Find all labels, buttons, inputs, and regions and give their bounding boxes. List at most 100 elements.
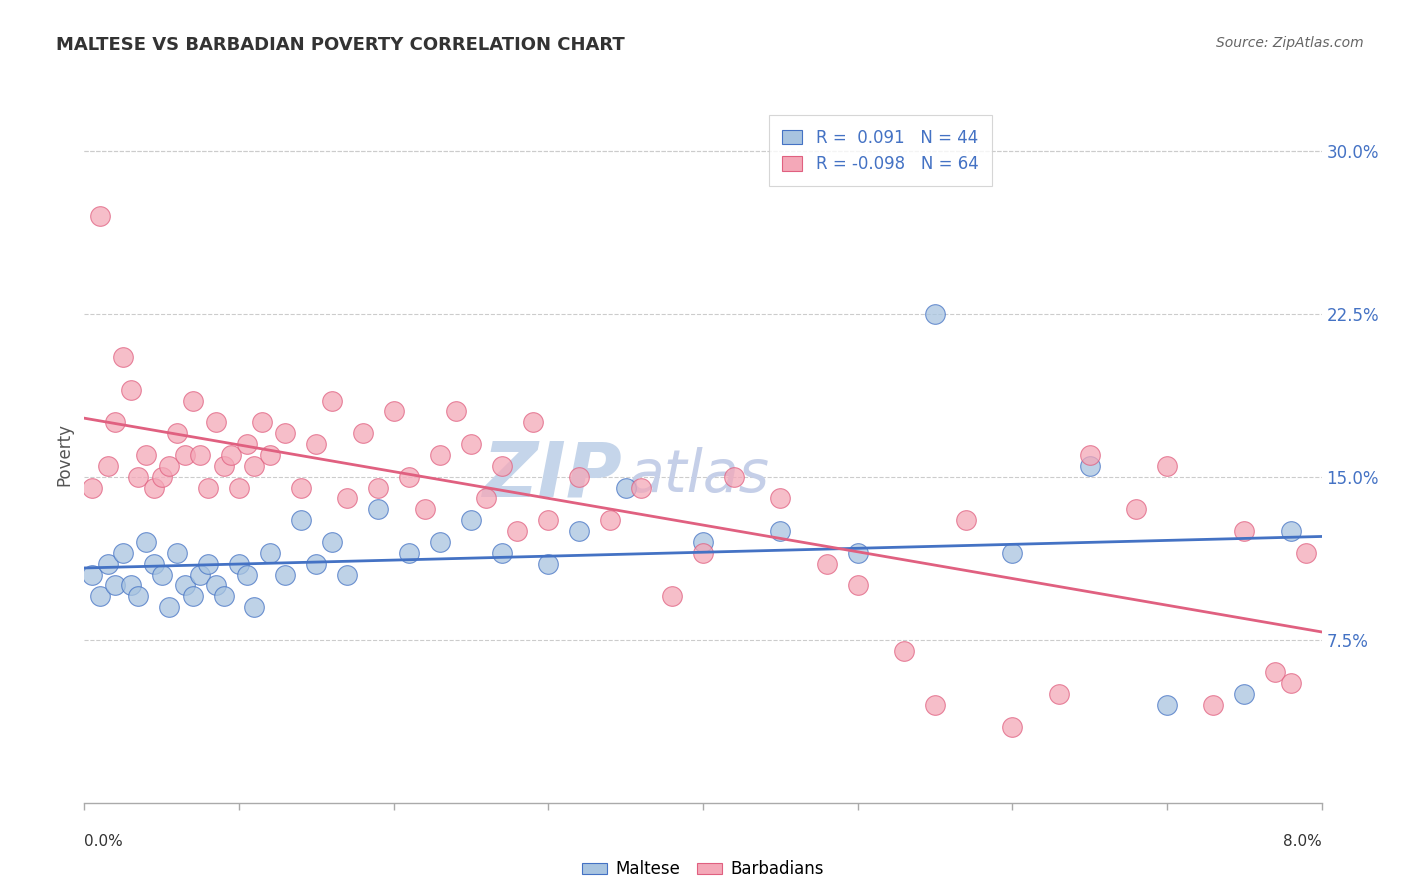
Point <box>82 481 104 495</box>
Point <box>537 513 560 527</box>
Text: Source: ZipAtlas.com: Source: ZipAtlas.com <box>1216 36 1364 50</box>
Point <box>429 448 451 462</box>
Point <box>259 546 281 560</box>
Point <box>188 567 212 582</box>
Point <box>614 481 637 495</box>
Point <box>491 458 513 473</box>
Point <box>143 481 166 495</box>
Point <box>166 546 188 560</box>
Point <box>398 546 420 560</box>
Point <box>112 546 135 560</box>
Point <box>205 578 228 592</box>
Point <box>429 535 451 549</box>
Point <box>1125 502 1147 516</box>
Point <box>305 557 328 571</box>
Point <box>235 437 259 451</box>
Point <box>506 524 529 538</box>
Text: ZIP: ZIP <box>482 439 623 513</box>
Point <box>1264 665 1286 680</box>
Point <box>228 481 250 495</box>
Point <box>1001 720 1024 734</box>
Point <box>82 567 104 582</box>
Point <box>460 437 482 451</box>
Point <box>1078 448 1101 462</box>
Point <box>181 589 204 603</box>
Point <box>1202 698 1225 712</box>
Point <box>89 589 111 603</box>
Point <box>274 567 297 582</box>
Point <box>815 557 838 571</box>
Point <box>475 491 498 506</box>
Text: MALTESE VS BARBADIAN POVERTY CORRELATION CHART: MALTESE VS BARBADIAN POVERTY CORRELATION… <box>56 36 626 54</box>
Point <box>444 404 467 418</box>
Point <box>336 491 359 506</box>
Point <box>398 469 420 483</box>
Point <box>96 557 118 571</box>
Point <box>197 481 219 495</box>
Point <box>336 567 359 582</box>
Point <box>321 535 343 549</box>
Point <box>1156 698 1178 712</box>
Point <box>290 513 312 527</box>
Point <box>104 578 127 592</box>
Point <box>321 393 343 408</box>
Point <box>104 415 127 429</box>
Point <box>413 502 436 516</box>
Point <box>219 448 242 462</box>
Point <box>197 557 219 571</box>
Point <box>1078 458 1101 473</box>
Point <box>243 458 266 473</box>
Point <box>537 557 560 571</box>
Point <box>367 502 389 516</box>
Point <box>159 458 180 473</box>
Point <box>491 546 513 560</box>
Point <box>150 567 173 582</box>
Point <box>1233 687 1256 701</box>
Point <box>352 426 374 441</box>
Point <box>630 481 652 495</box>
Text: 8.0%: 8.0% <box>1282 834 1322 849</box>
Point <box>1047 687 1070 701</box>
Point <box>568 524 591 538</box>
Point <box>228 557 250 571</box>
Point <box>692 535 714 549</box>
Point <box>174 578 197 592</box>
Point <box>243 600 266 615</box>
Point <box>305 437 328 451</box>
Point <box>599 513 621 527</box>
Point <box>924 698 946 712</box>
Point <box>1279 676 1302 690</box>
Point <box>259 448 281 462</box>
Point <box>290 481 312 495</box>
Point <box>127 469 149 483</box>
Point <box>893 643 915 657</box>
Point <box>924 307 946 321</box>
Point <box>274 426 297 441</box>
Text: 0.0%: 0.0% <box>84 834 124 849</box>
Point <box>150 469 173 483</box>
Point <box>120 383 142 397</box>
Point <box>250 415 273 429</box>
Point <box>661 589 683 603</box>
Point <box>205 415 228 429</box>
Point <box>367 481 389 495</box>
Y-axis label: Poverty: Poverty <box>55 424 73 486</box>
Point <box>382 404 405 418</box>
Point <box>769 524 792 538</box>
Point <box>846 578 869 592</box>
Point <box>89 209 111 223</box>
Point <box>1279 524 1302 538</box>
Point <box>692 546 714 560</box>
Point <box>181 393 204 408</box>
Point <box>127 589 149 603</box>
Point <box>1233 524 1256 538</box>
Point <box>159 600 180 615</box>
Point <box>568 469 591 483</box>
Point <box>1001 546 1024 560</box>
Point <box>769 491 792 506</box>
Point <box>143 557 166 571</box>
Point <box>96 458 118 473</box>
Point <box>188 448 212 462</box>
Point <box>166 426 188 441</box>
Point <box>120 578 142 592</box>
